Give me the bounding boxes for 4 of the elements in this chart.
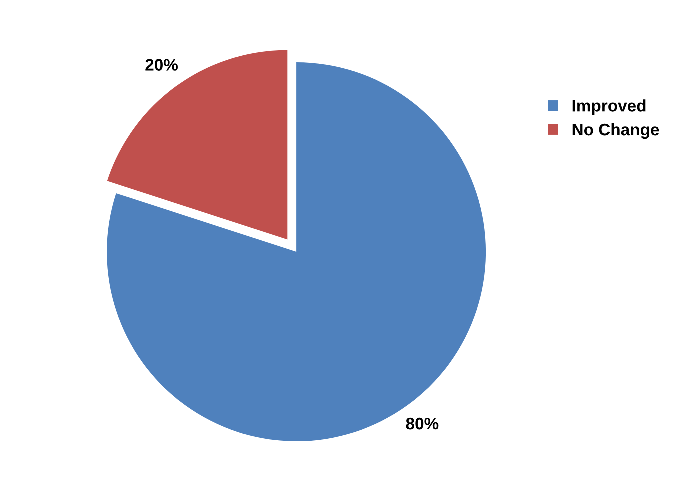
- legend-label: Improved: [572, 100, 646, 116]
- data-label: 80%: [406, 418, 439, 430]
- data-label: 20%: [146, 59, 178, 71]
- legend-label: No Change: [572, 123, 660, 140]
